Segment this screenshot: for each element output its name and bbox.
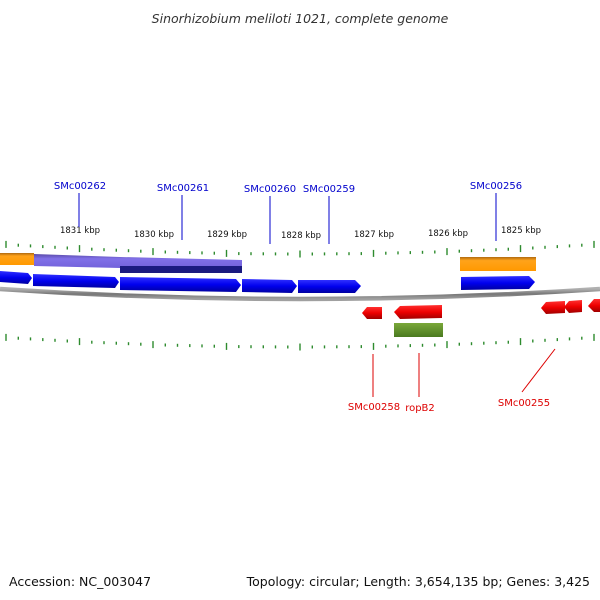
forward-cds-arrow[interactable] (298, 280, 361, 293)
green-feature[interactable] (394, 323, 443, 337)
gene-label-smc00256[interactable]: SMc00256 (470, 181, 522, 192)
navy-feature[interactable] (120, 266, 242, 273)
gene-label-smc00255[interactable]: SMc00255 (498, 398, 550, 409)
orange-feature[interactable] (0, 253, 34, 265)
kbp-label: 1828 kbp (281, 231, 321, 241)
kbp-label: 1830 kbp (134, 230, 174, 240)
reverse-cds-track (362, 299, 600, 319)
kbp-label: 1826 kbp (428, 229, 468, 239)
kbp-label: 1827 kbp (354, 230, 394, 240)
genome-backbone (0, 286, 600, 302)
feature-track-upper (0, 253, 536, 273)
gene-label-smc00258[interactable]: SMc00258 (348, 402, 400, 413)
reverse-cds-arrow[interactable] (588, 299, 600, 312)
forward-cds-arrow[interactable] (461, 276, 535, 290)
tick-marks (5, 240, 595, 351)
genome-stats-text: Topology: circular; Length: 3,654,135 bp… (246, 574, 590, 589)
kbp-label: 1825 kbp (501, 226, 541, 236)
inner-tick-row (5, 333, 595, 351)
genome-title: Sinorhizobium meliloti 1021, complete ge… (152, 11, 449, 26)
reverse-cds-arrow[interactable] (541, 301, 565, 314)
gene-label-ropb2[interactable]: ropB2 (405, 403, 435, 414)
forward-cds-arrow[interactable] (0, 271, 32, 284)
gene-label-smc00262[interactable]: SMc00262 (54, 181, 106, 192)
kbp-label: 1829 kbp (207, 230, 247, 240)
reverse-cds-arrow[interactable] (394, 305, 442, 319)
forward-cds-track (0, 271, 535, 293)
reverse-gene-labels: SMc00258 ropB2 SMc00255 (348, 348, 556, 414)
reverse-cds-arrow[interactable] (564, 300, 582, 313)
gene-label-smc00260[interactable]: SMc00260 (244, 184, 296, 195)
outer-tick-row (5, 240, 595, 258)
orange-feature[interactable] (460, 257, 536, 271)
forward-gene-labels: SMc00262 SMc00261 SMc00260 SMc00259 SMc0… (54, 181, 522, 244)
label-leader-line (521, 348, 556, 393)
gene-label-smc00261[interactable]: SMc00261 (157, 183, 209, 194)
forward-cds-arrow[interactable] (33, 274, 119, 288)
gene-label-smc00259[interactable]: SMc00259 (303, 184, 355, 195)
reverse-cds-arrow[interactable] (362, 307, 382, 319)
kbp-scale-labels: 1831 kbp 1830 kbp 1829 kbp 1828 kbp 1827… (60, 226, 541, 241)
accession-text: Accession: NC_003047 (9, 574, 151, 589)
kbp-label: 1831 kbp (60, 226, 100, 236)
forward-cds-arrow[interactable] (120, 277, 241, 292)
forward-cds-arrow[interactable] (242, 279, 297, 293)
